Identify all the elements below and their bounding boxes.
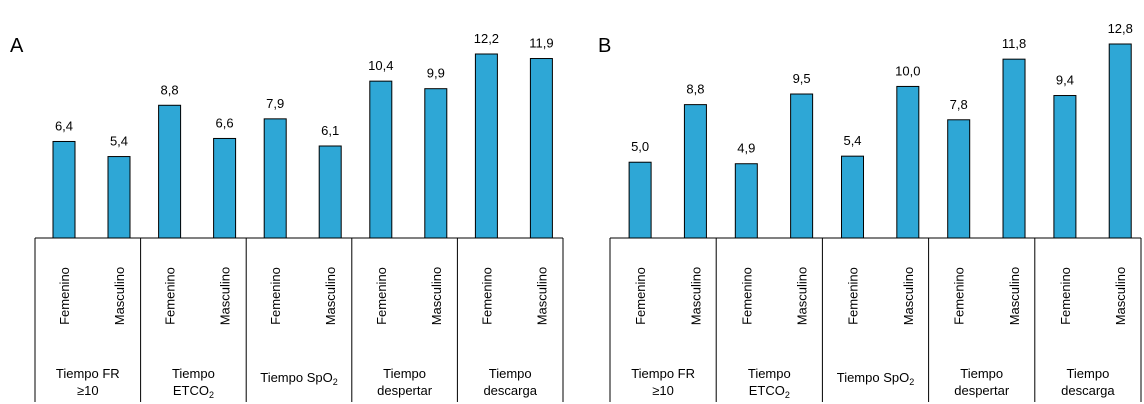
subcategory-label: Masculino [112,267,127,326]
subcategory-label: Masculino [429,267,444,326]
group-label: ≥10 [77,383,99,398]
bar-value-label: 12,8 [1108,21,1133,36]
subcategory-label: Masculino [1113,267,1128,326]
bar-masculino [896,85,920,239]
group-label: Tiempo SpO2 [837,370,915,387]
subcategory-label: Masculino [323,267,338,326]
subcategory-label: Femenino [57,267,72,325]
bar-value-label: 8,8 [686,82,704,97]
bar-value-label: 4,9 [737,141,755,156]
subcategory-label: Masculino [218,267,233,326]
bar-masculino [529,58,553,239]
subcategory-label: Femenino [846,267,861,325]
subcategory-label: Femenino [952,267,967,325]
group-label: Tiempo FR [631,366,695,381]
group-label: ETCO2 [749,383,790,400]
bar-femenino [52,140,76,239]
bar-value-label: 5,4 [110,134,128,149]
bar-femenino [158,104,182,239]
bar-femenino [734,163,758,239]
subcategory-label: Femenino [1058,267,1073,325]
bar-value-label: 12,2 [474,31,499,46]
subcategory-label: Femenino [739,267,754,325]
subcategory-label: Femenino [633,267,648,325]
bar-value-label: 9,5 [793,71,811,86]
bar-value-label: 6,6 [216,115,234,130]
bar-femenino [474,53,498,239]
group-label: despertar [954,383,1010,398]
subcategory-label: Masculino [688,267,703,326]
group-label: ≥10 [652,383,674,398]
bar-masculino [1108,43,1132,239]
bar-masculino [424,88,448,239]
bar-value-label: 9,4 [1056,73,1074,88]
bar-masculino [213,137,237,239]
bar-value-label: 5,0 [631,139,649,154]
bar-masculino [1002,58,1026,239]
bar-masculino [790,93,814,239]
group-label: Tiempo [383,366,426,381]
chart-panel-A: A 6,4 Femenino 5,4 Masculino Tiempo FR ≥10 8,8 F… [10,31,564,402]
bar-masculino [318,145,342,239]
bar-femenino [628,161,652,239]
group-label: despertar [377,383,433,398]
subcategory-label: Masculino [901,267,916,326]
subcategory-label: Femenino [163,267,178,325]
bar-value-label: 7,9 [266,96,284,111]
group-label: descarga [483,383,537,398]
bar-value-label: 8,8 [161,82,179,97]
bar-masculino [107,156,131,239]
bar-value-label: 6,1 [321,123,339,138]
bar-femenino [1053,95,1077,239]
group-label: Tiempo FR [56,366,120,381]
panel-letter: B [598,35,611,57]
bar-value-label: 11,9 [529,36,553,51]
chart-panel-B: B 5,0 Femenino 8,8 Masculino Tiempo FR ≥10 4,9 F… [598,21,1142,402]
subcategory-label: Masculino [534,267,549,326]
group-label: Tiempo [489,366,532,381]
group-label: Tiempo SpO2 [260,370,338,387]
group-label: Tiempo [172,366,215,381]
bar-femenino [369,80,393,239]
bar-value-label: 6,4 [55,118,73,133]
subcategory-label: Femenino [268,267,283,325]
group-label: descarga [1061,383,1115,398]
bar-value-label: 9,9 [427,66,445,81]
bar-value-label: 5,4 [843,133,861,148]
bar-value-label: 7,8 [950,97,968,112]
bar-value-label: 11,8 [1002,36,1026,51]
group-label: Tiempo [960,366,1003,381]
panel-letter: A [10,35,24,57]
group-label: Tiempo [748,366,791,381]
subcategory-label: Femenino [479,267,494,325]
bar-value-label: 10,4 [368,58,393,73]
subcategory-label: Femenino [374,267,389,325]
bar-value-label: 10,0 [895,63,920,78]
bar-femenino [947,119,971,239]
group-label: Tiempo [1066,366,1109,381]
bar-masculino [683,104,707,239]
bar-femenino [841,155,865,239]
subcategory-label: Masculino [795,267,810,326]
bar-femenino [263,118,287,239]
group-label: ETCO2 [173,383,214,400]
subcategory-label: Masculino [1007,267,1022,326]
